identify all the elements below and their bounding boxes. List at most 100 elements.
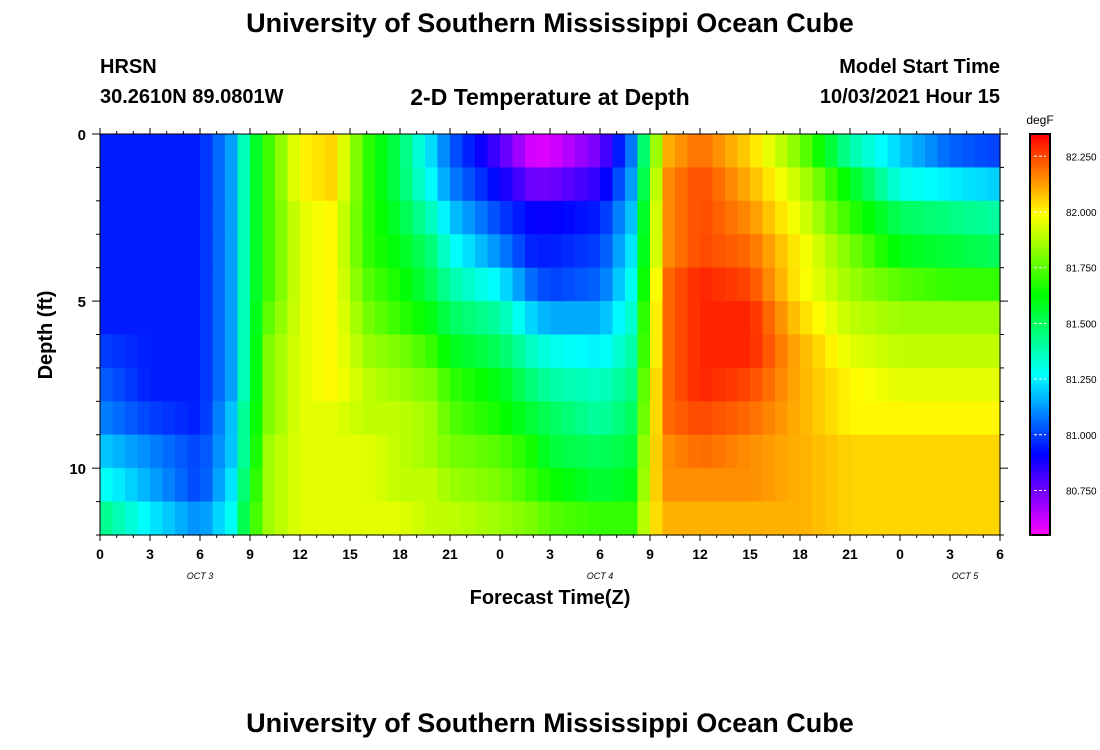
heatmap-cell: [475, 167, 489, 202]
colorbar-swatch: [1030, 428, 1050, 433]
heatmap-cell: [900, 301, 914, 336]
colorbar-swatch: [1030, 200, 1050, 205]
heatmap-cell: [962, 301, 976, 336]
heatmap-cell: [125, 167, 139, 202]
heatmap-cell: [937, 301, 951, 336]
colorbar-swatch: [1030, 254, 1050, 259]
colorbar-swatch: [1030, 371, 1050, 376]
heatmap-cell: [187, 134, 201, 169]
heatmap-cell: [225, 301, 239, 336]
heatmap-cell: [137, 434, 151, 469]
colorbar-swatch: [1030, 377, 1050, 382]
colorbar-tick-label: 81.000: [1066, 431, 1097, 442]
heatmap-cell: [500, 267, 514, 302]
heatmap-cell: [162, 301, 176, 336]
heatmap-cell: [937, 367, 951, 402]
heatmap-cell: [162, 200, 176, 235]
heatmap-cell: [150, 267, 164, 302]
heatmap-cell: [675, 234, 689, 269]
heatmap-cell: [800, 434, 814, 469]
heatmap-cell: [375, 434, 389, 469]
heatmap-cell: [150, 367, 164, 402]
heatmap-cell: [237, 301, 251, 336]
colorbar-swatch: [1030, 514, 1050, 519]
heatmap-cell: [875, 167, 889, 202]
heatmap-cell: [350, 200, 364, 235]
colorbar-swatch: [1030, 431, 1050, 436]
heatmap-cell: [450, 167, 464, 202]
heatmap-cell: [837, 167, 851, 202]
heatmap-cell: [612, 501, 626, 536]
heatmap-cell: [437, 301, 451, 336]
heatmap-cell: [350, 367, 364, 402]
heatmap-cell: [937, 468, 951, 503]
heatmap-cell: [537, 468, 551, 503]
heatmap-cell: [462, 301, 476, 336]
heatmap-cell: [225, 200, 239, 235]
heatmap-cell: [812, 200, 826, 235]
heatmap-cell: [262, 367, 276, 402]
heatmap-cell: [775, 401, 789, 436]
heatmap-cell: [387, 434, 401, 469]
heatmap-cell: [250, 468, 264, 503]
heatmap-cell: [100, 501, 114, 536]
colorbar-swatch: [1030, 307, 1050, 312]
heatmap-cell: [762, 200, 776, 235]
heatmap-cell: [312, 468, 326, 503]
heatmap-cell: [262, 267, 276, 302]
colorbar-swatch: [1030, 297, 1050, 302]
heatmap-cell: [337, 468, 351, 503]
heatmap-cell: [100, 334, 114, 369]
colorbar-swatch: [1030, 197, 1050, 202]
heatmap-cell: [175, 334, 189, 369]
colorbar-swatch: [1030, 448, 1050, 453]
heatmap-cell: [937, 401, 951, 436]
heatmap-cell: [112, 301, 126, 336]
heatmap-cell: [300, 301, 314, 336]
heatmap-cell: [825, 434, 839, 469]
heatmap-cell: [100, 200, 114, 235]
x-axis: 0 3 6 9 12 15 18 21 0 3 6 9 12 15 18 21 0 3 6 OCT 3 OCT 4 OCT…: [96, 128, 1004, 581]
colorbar-swatch: [1030, 451, 1050, 456]
heatmap-cell: [862, 401, 876, 436]
heatmap-cell: [275, 234, 289, 269]
heatmap-cell: [800, 401, 814, 436]
heatmap-cell: [862, 334, 876, 369]
heatmap-cell: [537, 134, 551, 169]
colorbar-swatch: [1030, 357, 1050, 362]
heatmap-cell: [200, 468, 214, 503]
heatmap-cell: [550, 200, 564, 235]
heatmap-cell: [912, 334, 926, 369]
heatmap-cell: [912, 167, 926, 202]
heatmap-cell: [200, 301, 214, 336]
heatmap-cell: [575, 234, 589, 269]
heatmap-cell: [525, 434, 539, 469]
heatmap-cell: [300, 234, 314, 269]
heatmap-cell: [600, 167, 614, 202]
heatmap-cell: [200, 334, 214, 369]
heatmap-cell: [425, 468, 439, 503]
colorbar-swatch: [1030, 404, 1050, 409]
heatmap-cell: [262, 434, 276, 469]
heatmap-cell: [325, 334, 339, 369]
heatmap-cell: [462, 267, 476, 302]
heatmap-cell: [550, 134, 564, 169]
heatmap-cell: [237, 401, 251, 436]
colorbar-swatch: [1030, 408, 1050, 412]
date-label: OCT 3: [187, 571, 214, 581]
heatmap-cell: [650, 200, 664, 235]
heatmap-cell: [712, 234, 726, 269]
heatmap-cell: [512, 301, 526, 336]
heatmap-cell: [850, 401, 864, 436]
heatmap-cell: [900, 200, 914, 235]
heatmap-cell: [775, 234, 789, 269]
heatmap-cell: [250, 334, 264, 369]
heatmap-cell: [137, 267, 151, 302]
heatmap-cell: [387, 301, 401, 336]
heatmap-cell: [550, 468, 564, 503]
heatmap-cell: [625, 401, 639, 436]
heatmap-cell: [512, 334, 526, 369]
heatmap-cell: [512, 401, 526, 436]
colorbar-swatch: [1030, 478, 1050, 483]
heatmap-cell: [175, 200, 189, 235]
